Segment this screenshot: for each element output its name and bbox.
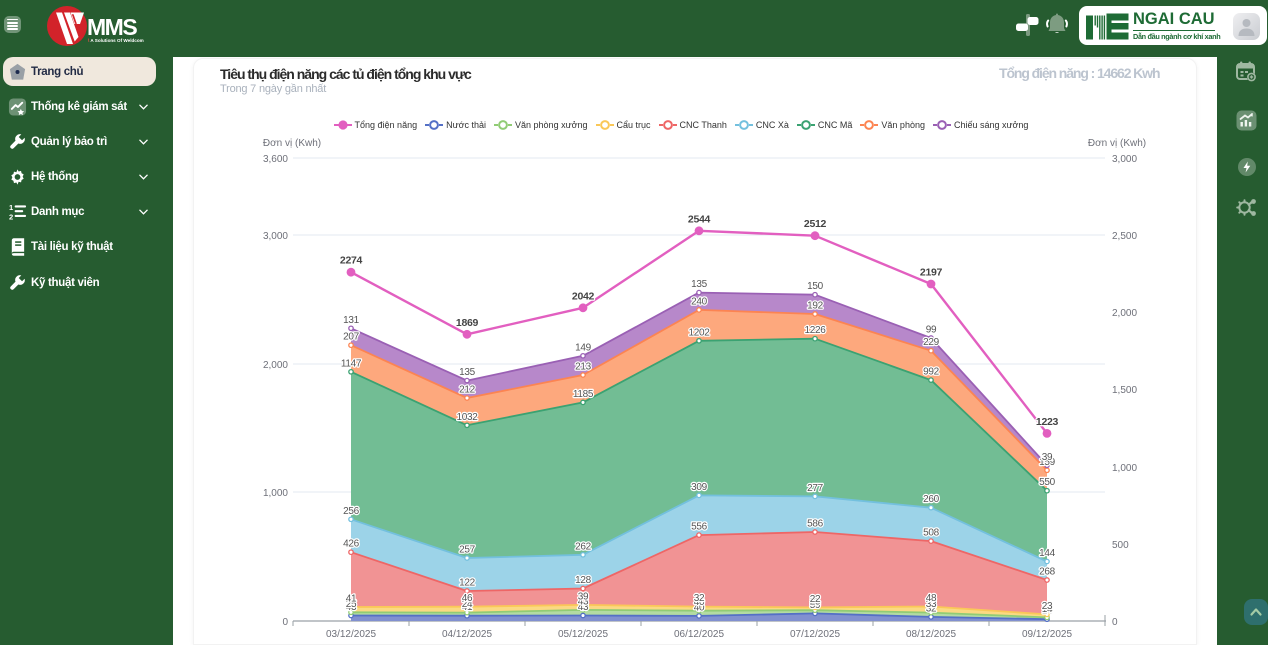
svg-text:1: 1 xyxy=(9,203,14,212)
svg-text:2: 2 xyxy=(9,213,13,222)
